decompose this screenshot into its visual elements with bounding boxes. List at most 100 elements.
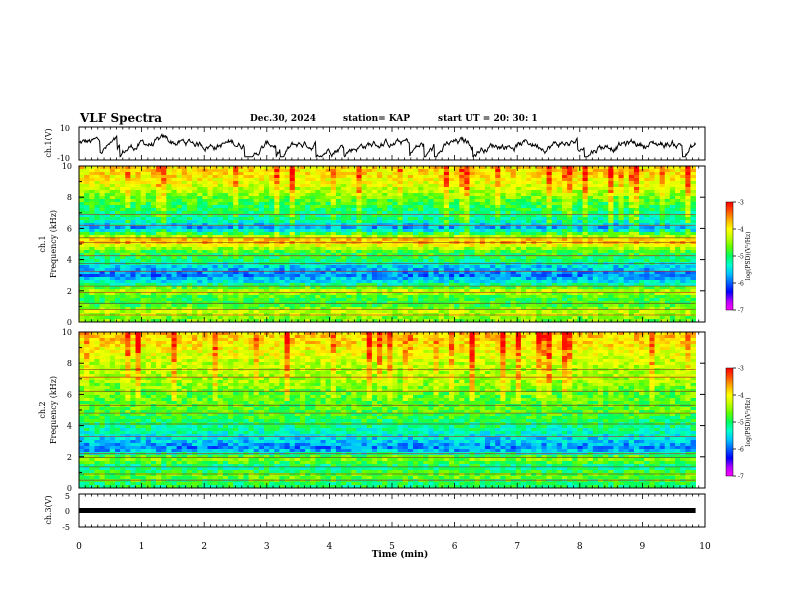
spectrogram-cell — [361, 283, 368, 287]
spectrogram-cell — [238, 274, 244, 278]
spectrogram-cell — [140, 235, 147, 239]
spectrogram-cell — [628, 247, 635, 251]
spectrogram-cell — [623, 232, 630, 236]
spectrogram-cell — [510, 277, 517, 281]
spectrogram-cell — [341, 187, 347, 191]
spectrogram-cell — [192, 220, 198, 224]
spectrogram-cell — [541, 208, 547, 212]
spectrogram-cell — [233, 238, 239, 242]
spectrogram-cell — [520, 268, 527, 272]
spectrogram-cell — [587, 217, 594, 221]
spectrogram-cell — [628, 223, 635, 227]
spectrogram-cell — [423, 208, 429, 212]
spectrogram-cell — [156, 217, 162, 221]
spectrogram-cell — [387, 244, 393, 248]
spectrogram-cell — [114, 211, 121, 215]
spectrogram-cell — [109, 232, 116, 236]
spectrogram-cell — [690, 205, 697, 209]
spectrogram-cell — [325, 196, 332, 200]
spectrogram-cell — [217, 232, 224, 236]
spectrogram-cell — [315, 229, 321, 233]
spectrogram-cell — [228, 259, 234, 263]
spectrogram-cell — [346, 214, 352, 218]
spectrogram-cell — [515, 181, 522, 185]
spectrogram-cell — [536, 172, 542, 176]
spectrogram-cell — [269, 226, 275, 230]
spectrogram-cell — [418, 283, 424, 287]
spectrogram-cell — [515, 253, 522, 257]
spectrogram-cell — [212, 217, 219, 221]
spectrogram-cell — [582, 181, 589, 185]
spectrogram-cell — [294, 202, 301, 206]
spectrogram-cell — [618, 196, 625, 200]
spectrogram-cell — [474, 229, 481, 233]
spectrogram-cell — [222, 247, 229, 251]
spectrogram-cell — [135, 181, 142, 185]
spectrogram-cell — [474, 247, 481, 251]
spectrogram-cell — [233, 220, 239, 224]
spectrogram-cell — [238, 256, 244, 260]
spectrogram-cell — [567, 226, 573, 230]
spectrogram-cell — [233, 259, 239, 263]
spectrogram-cell — [423, 211, 429, 215]
spectrogram-cell — [644, 196, 650, 200]
spectrogram-cell — [510, 244, 517, 248]
spectrogram-cell — [659, 220, 666, 224]
spectrogram-cell — [253, 259, 260, 263]
spectrogram-cell — [274, 280, 280, 284]
spectrogram-cell — [130, 283, 136, 287]
spectrogram-cell — [541, 175, 547, 179]
spectrogram-cell — [536, 205, 542, 209]
spectrogram-cell — [438, 265, 445, 269]
spectrogram-cell — [515, 214, 522, 218]
spectrogram-cell — [212, 202, 219, 206]
spectrogram-cell — [335, 166, 342, 170]
spectrogram-cell — [248, 205, 255, 209]
spectrogram-cell — [279, 265, 285, 269]
spectrogram-cell — [454, 172, 460, 176]
spectrogram-cell — [361, 187, 368, 191]
spectrogram-cell — [402, 235, 409, 239]
spectrogram-cell — [582, 268, 589, 272]
spectrogram-cell — [197, 226, 203, 230]
spectrogram-cell — [592, 244, 599, 248]
spectrogram-cell — [315, 199, 321, 203]
spectrogram-cell — [99, 226, 106, 230]
spectrogram-cell — [181, 208, 188, 212]
spectrogram-cell — [243, 193, 249, 197]
spectrogram-cell — [659, 190, 666, 194]
spectrogram-cell — [654, 217, 661, 221]
spectrogram-cell — [577, 226, 583, 230]
spectrogram-cell — [294, 268, 301, 272]
spectrogram-cell — [664, 271, 671, 275]
spectrogram-cell — [479, 166, 486, 170]
spectrogram-cell — [597, 208, 604, 212]
spectrogram-cell — [166, 202, 172, 206]
spectrogram-cell — [351, 259, 357, 263]
spectrogram-cell — [551, 253, 558, 257]
spectrogram-cell — [418, 175, 424, 179]
spectrogram-cell — [402, 169, 409, 173]
spectrogram-cell — [490, 226, 496, 230]
spectrogram-cell — [597, 253, 604, 257]
spectrogram-cell — [120, 175, 126, 179]
spectrogram-cell — [633, 214, 640, 218]
spectrogram-cell — [690, 181, 697, 185]
spectrogram-cell — [361, 268, 368, 272]
spectrogram-cell — [243, 175, 249, 179]
spectrogram-cell — [490, 166, 496, 170]
spectrogram-cell — [156, 280, 162, 284]
spectrogram-cell — [320, 223, 327, 227]
spectrogram-cell — [176, 268, 183, 272]
spectrogram-cell — [161, 211, 167, 215]
spectrogram-cell — [556, 253, 563, 257]
spectrogram-cell — [505, 247, 512, 251]
spectrogram-cell — [413, 274, 419, 278]
spectrogram-cell — [618, 190, 625, 194]
spectrogram-cell — [690, 271, 697, 275]
spectrogram-cell — [505, 217, 512, 221]
spectrogram-cell — [207, 181, 213, 185]
spectrogram-cell — [99, 220, 106, 224]
spectrogram-cell — [392, 244, 398, 248]
spectrogram-cell — [639, 214, 645, 218]
